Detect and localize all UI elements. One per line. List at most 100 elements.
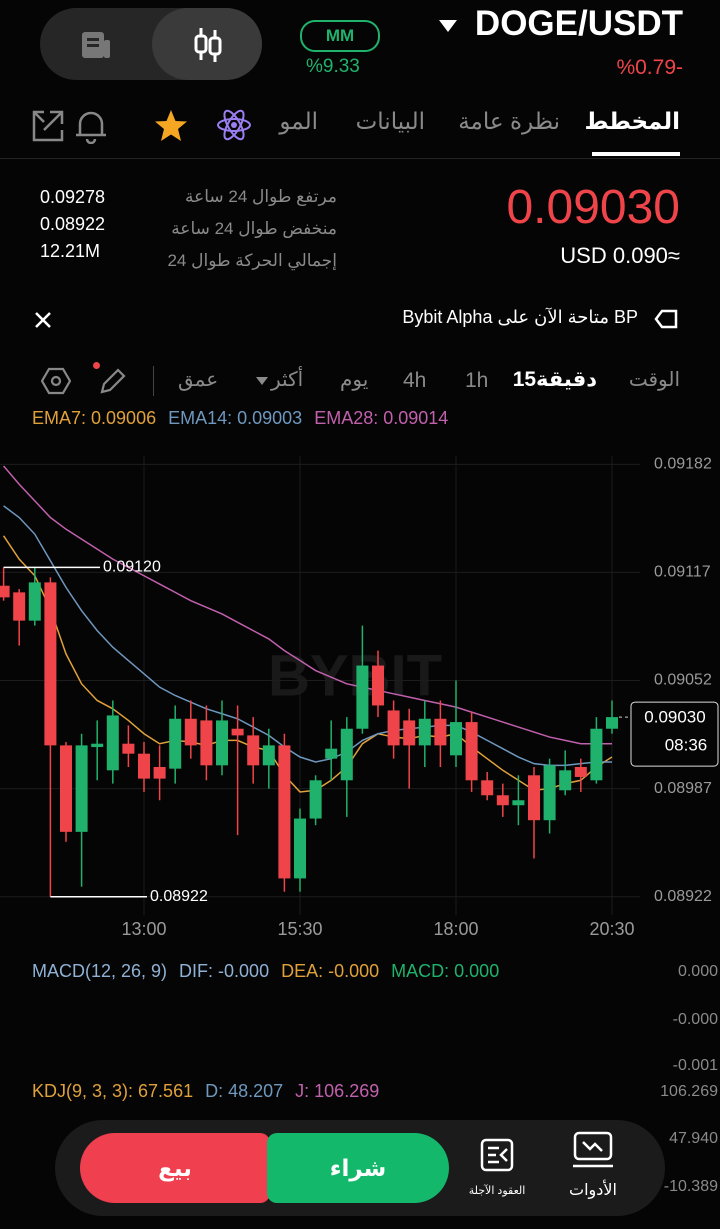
candle-body xyxy=(559,770,572,791)
macd-legend: MACD(12, 26, 9) DIF: -0.000 DEA: -0.000 MAC… xyxy=(32,961,511,982)
candle-body xyxy=(122,743,135,754)
buy-button[interactable]: شراء xyxy=(267,1133,449,1203)
last-price-box xyxy=(630,701,719,767)
axis-label: 47.940 xyxy=(669,1130,718,1147)
pair-title: DOGE/USDT xyxy=(474,4,683,43)
legend-entry: EMA28: 0.09014 xyxy=(314,408,449,428)
interval[interactable]: الوقت xyxy=(628,369,680,391)
candle-body xyxy=(387,710,400,746)
tab[interactable]: نظرة عامة xyxy=(458,108,560,134)
stat-value: 0.09278 xyxy=(40,187,106,207)
usd-price: USD 0.090≈ xyxy=(560,243,680,268)
ema-line xyxy=(2,535,613,793)
futures-icon[interactable] xyxy=(479,1137,515,1173)
star-icon[interactable] xyxy=(153,108,189,144)
stat-value: 0.08922 xyxy=(40,214,106,234)
dropdown-icon[interactable] xyxy=(438,18,458,34)
atom-icon[interactable] xyxy=(216,106,252,144)
bottom-bar: بيع شراء العقود الآجلة الأدوات xyxy=(55,1120,665,1216)
speaker-icon xyxy=(654,309,678,329)
candle-body xyxy=(247,735,260,766)
tab[interactable]: المخطط xyxy=(584,108,680,134)
candle-body xyxy=(91,743,104,748)
pencil-icon[interactable] xyxy=(98,366,128,396)
legend-text: DEA: -0.000 xyxy=(281,961,380,981)
axis-label: 0.000 xyxy=(677,963,718,980)
y-tick-label: 0.08922 xyxy=(654,888,712,905)
interval[interactable]: عمق xyxy=(178,369,219,391)
popout-icon[interactable] xyxy=(30,108,66,144)
legend-entry: EMA14: 0.09003 xyxy=(168,408,303,428)
stat-label: منخفض طوال 24 ساعة xyxy=(171,219,337,238)
candle-body xyxy=(75,745,88,832)
min-label: 0.08922 xyxy=(150,888,208,905)
legend-entry: EMA7: 0.09006 xyxy=(32,408,157,428)
candle-body xyxy=(44,582,57,746)
interval[interactable]: 1h xyxy=(465,369,489,392)
candle-body xyxy=(340,728,353,781)
candle-body xyxy=(309,780,322,819)
candle-body xyxy=(138,753,150,779)
stat-value: 12.21M xyxy=(40,241,101,261)
candle-body xyxy=(0,585,10,598)
mm-badge: MM xyxy=(300,20,380,52)
view-toggle[interactable] xyxy=(40,8,262,80)
banner-text[interactable]: BP متاحة الآن على Bybit Alpha xyxy=(402,307,638,327)
x-tick-label: 15:30 xyxy=(277,919,322,939)
tools-icon[interactable] xyxy=(571,1130,615,1170)
ema-line xyxy=(3,505,612,767)
stat-label: إجمالي الحركة طوال 24 xyxy=(167,251,337,270)
interval-active[interactable]: 15دقيقة xyxy=(512,368,597,391)
legend-text: J: 106.269 xyxy=(295,1081,380,1101)
max-label: 0.09120 xyxy=(103,559,161,576)
ema-line xyxy=(3,465,612,745)
candle-body xyxy=(356,665,369,729)
axis-label: 106.269 xyxy=(660,1083,718,1100)
axis-label: -10.389 xyxy=(663,1178,718,1195)
candle-body xyxy=(106,715,119,771)
candle-body xyxy=(13,592,26,621)
x-tick-label: 20:30 xyxy=(589,919,634,939)
candle-body xyxy=(262,745,275,766)
stat-label: مرتفع طوال 24 ساعة xyxy=(184,187,337,206)
candle-body xyxy=(606,717,618,729)
y-tick-label: 0.09117 xyxy=(654,564,711,581)
legend-text: D: 48.207 xyxy=(205,1081,284,1101)
candle-body xyxy=(278,745,291,879)
candle-body xyxy=(325,748,338,759)
last-price: 0.09030 xyxy=(506,181,680,234)
futures-label[interactable]: العقود الآجلة xyxy=(468,1185,526,1197)
tools-label[interactable]: الأدوات xyxy=(569,1182,617,1199)
candle-body xyxy=(590,728,603,781)
y-tick-label: 0.09182 xyxy=(654,456,712,473)
y-tick-label: 0.09052 xyxy=(654,672,712,689)
candle-body xyxy=(294,818,306,879)
kdj-legend: KDJ(9, 3, 3): 67.561 D: 48.207 J: 106.269 xyxy=(32,1081,391,1102)
doc-icon xyxy=(82,32,110,58)
close-icon[interactable] xyxy=(34,311,52,329)
sell-button[interactable]: بيع xyxy=(80,1133,270,1203)
candle-body xyxy=(496,795,509,806)
settings-icon[interactable] xyxy=(41,366,71,396)
candle-body xyxy=(528,775,540,821)
candle-body xyxy=(153,766,166,779)
legend-text: MACD(12, 26, 9) xyxy=(32,961,168,981)
x-tick-label: 13:00 xyxy=(121,919,166,939)
more-arrow xyxy=(256,377,268,385)
candle-body xyxy=(184,718,197,746)
tab[interactable]: المو xyxy=(279,108,318,134)
interval[interactable]: يوم xyxy=(340,369,369,391)
interval[interactable]: أكثر xyxy=(271,369,304,391)
candle-body xyxy=(169,718,182,769)
candle-body xyxy=(450,722,462,756)
pair-change: %0.79- xyxy=(616,56,683,79)
candle-body xyxy=(28,582,41,621)
tab[interactable]: البيانات xyxy=(355,108,425,134)
bell-icon[interactable] xyxy=(74,108,108,144)
ema-legend: EMA7: 0.09006 EMA14: 0.09003 EMA28: 0.0901… xyxy=(32,408,460,429)
interval[interactable]: 4h xyxy=(403,369,427,392)
badge-dot xyxy=(93,362,100,369)
candle-body xyxy=(481,780,494,796)
